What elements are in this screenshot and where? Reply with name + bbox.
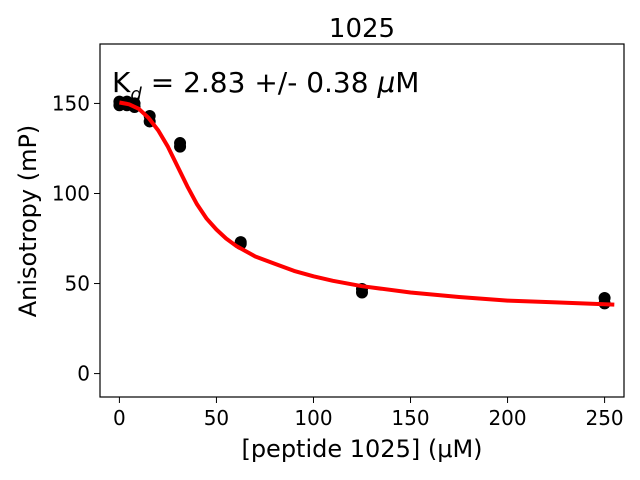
x-tick-label: 100: [294, 406, 332, 430]
kd-unit: M: [395, 66, 419, 99]
y-tick-label: 0: [77, 362, 90, 386]
data-point: [356, 286, 368, 299]
kd-value: = 2.83 +/- 0.38: [142, 66, 378, 99]
x-tick-label: 0: [113, 406, 126, 430]
x-axis-label: [peptide 1025] (μM): [241, 435, 482, 463]
plot-frame: [99, 43, 625, 398]
x-tick-label: 200: [488, 406, 526, 430]
x-tick-label: 50: [204, 406, 229, 430]
plot-area: 0 50 100 150 200 250 0 50 100 150: [52, 43, 625, 430]
kd-prefix: K: [112, 66, 131, 99]
x-tick-label: 250: [585, 406, 623, 430]
y-tick-label: 100: [52, 181, 90, 205]
kd-unit-mu: μ: [376, 66, 395, 99]
y-tick-label: 50: [65, 272, 90, 296]
fit-curve: [119, 100, 615, 307]
chart-title: 1025: [329, 14, 395, 44]
data-point: [174, 140, 187, 153]
x-tick-label: 150: [391, 406, 429, 430]
y-tick-label: 150: [52, 91, 90, 115]
kd-annotation: Kd = 2.83 +/- 0.38 μM: [112, 66, 419, 105]
kd-subscript: d: [130, 84, 142, 105]
y-axis-label: Anisotropy (mP): [14, 125, 42, 318]
